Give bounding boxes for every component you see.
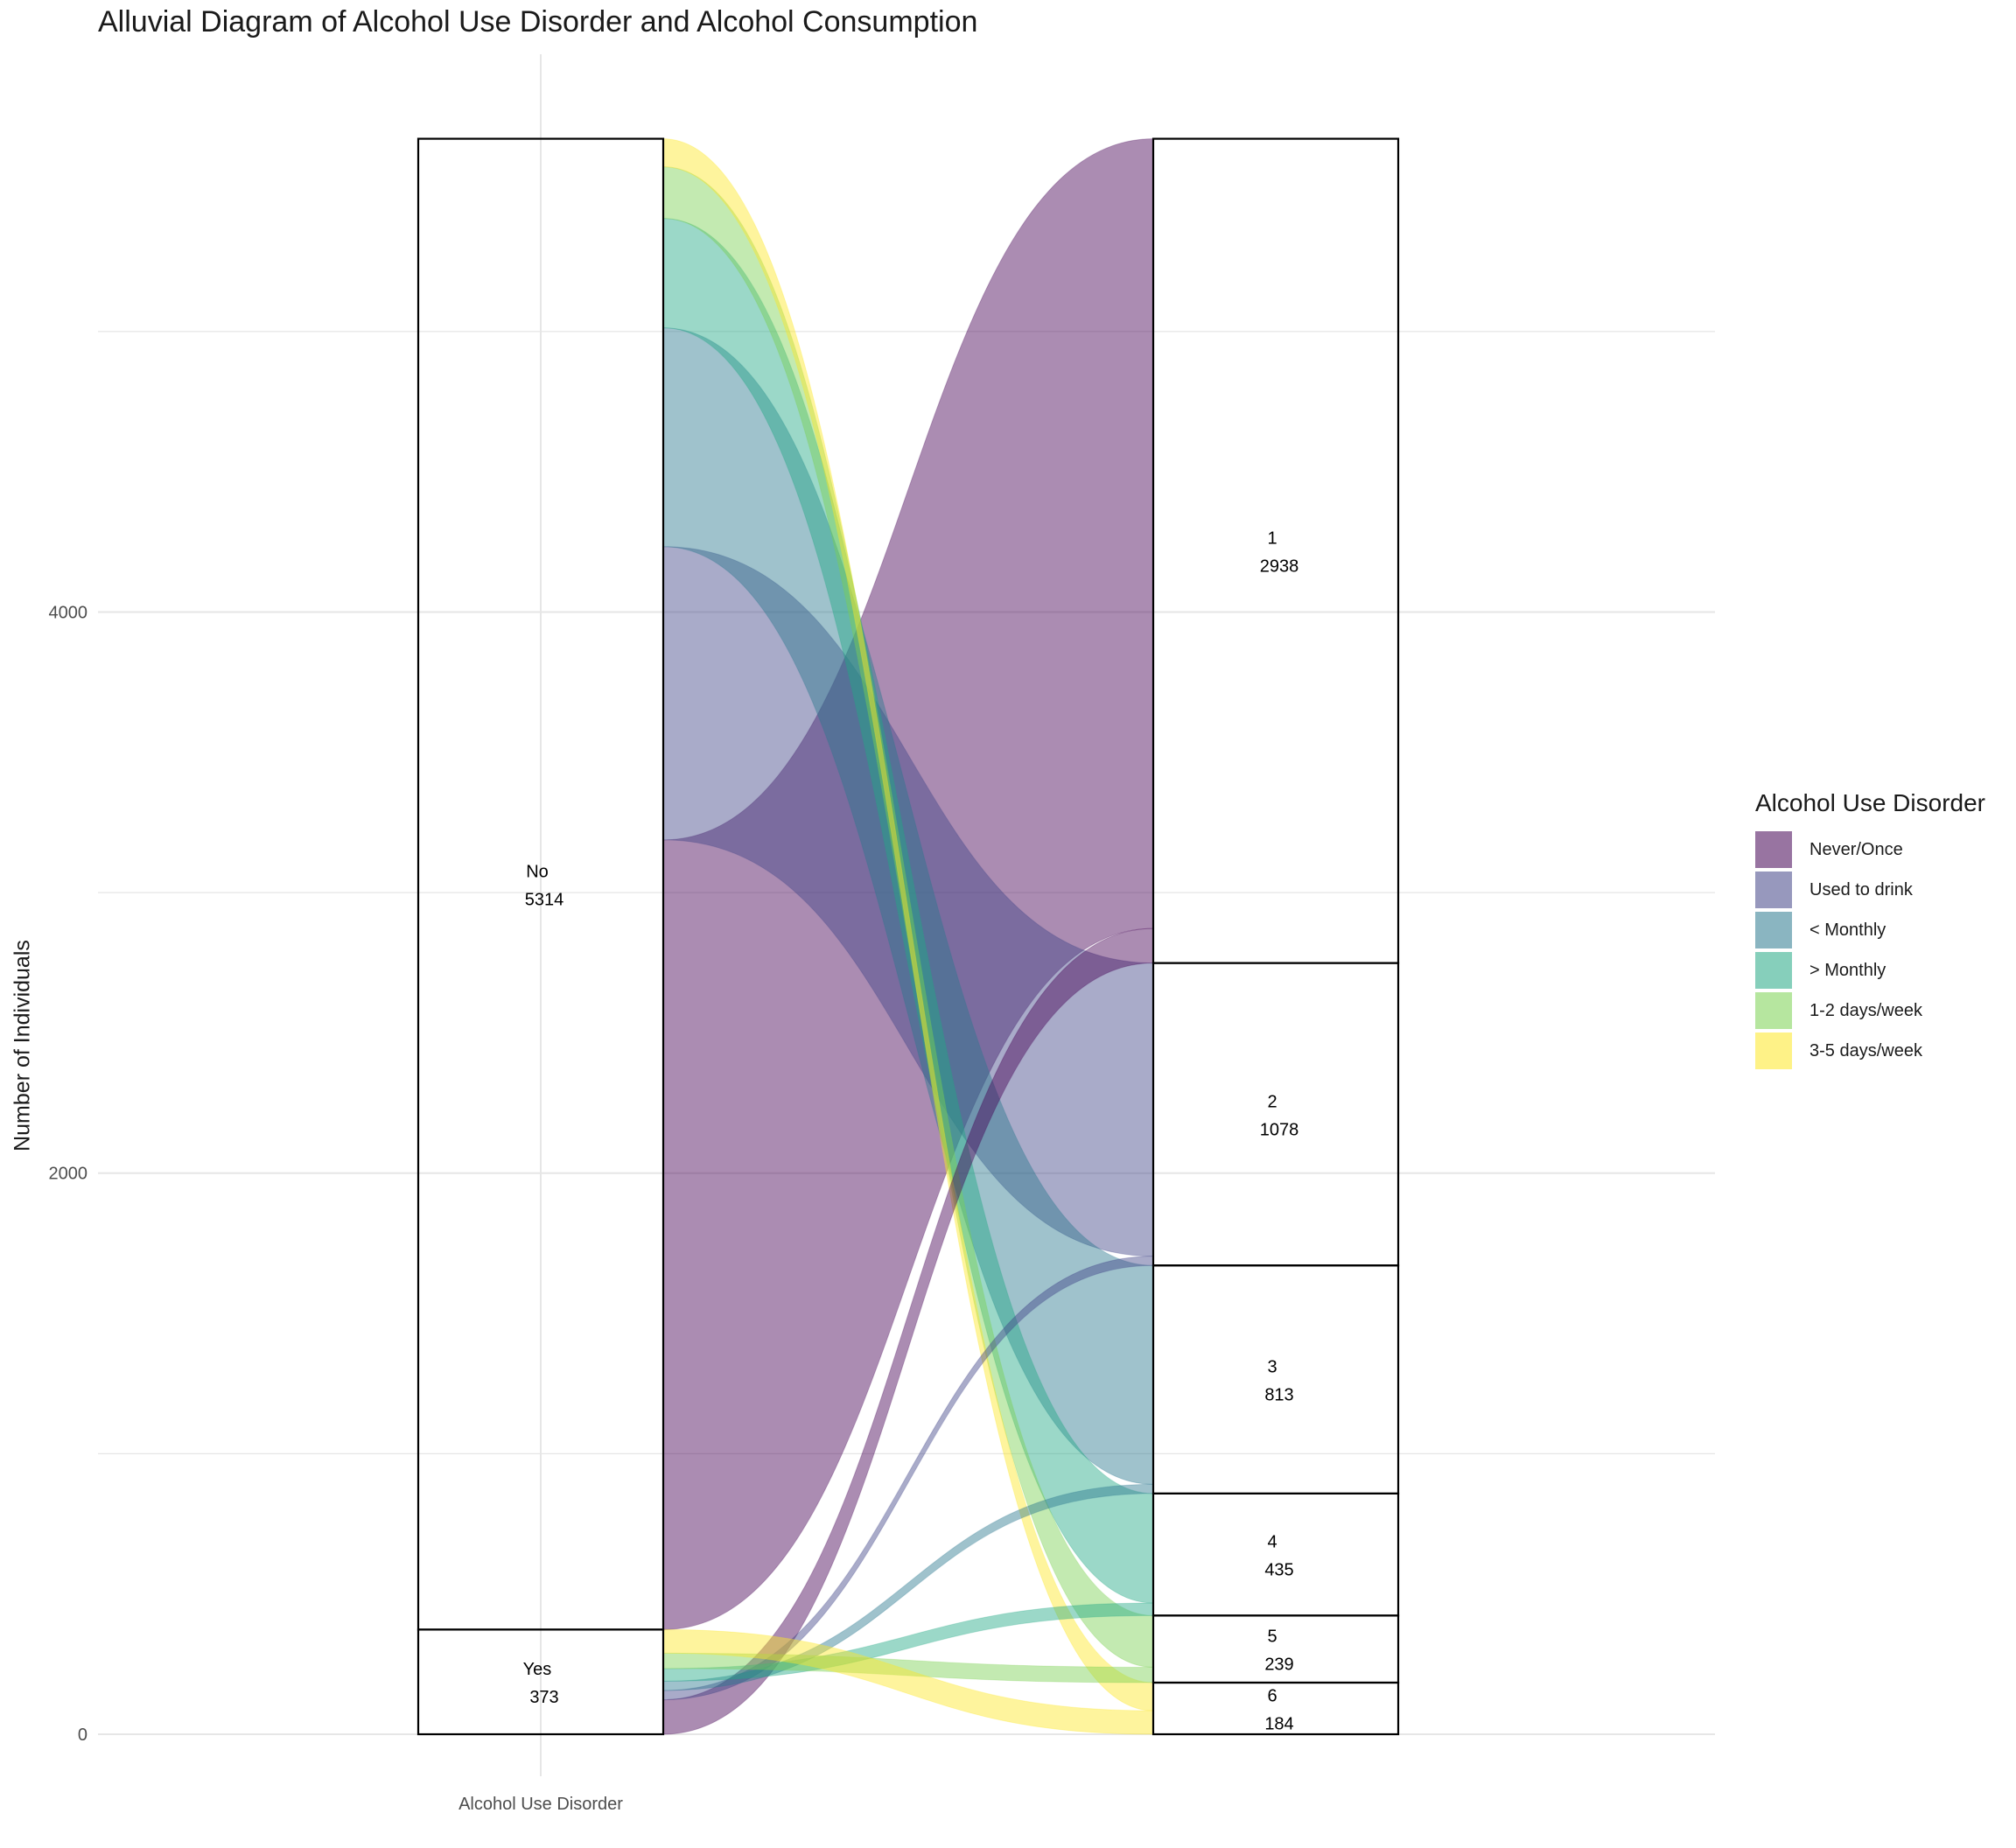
right-stratum-count: 813 <box>1264 1386 1293 1405</box>
legend-item: 3-5 days/week <box>1755 1031 1985 1071</box>
legend-item: > Monthly <box>1755 950 1985 990</box>
right-stratum-2 <box>1152 962 1400 1267</box>
grid-lines <box>98 54 1715 1776</box>
y-tick-label: 0 <box>78 1726 88 1745</box>
right-stratum-count: 239 <box>1264 1656 1293 1675</box>
flows-layer <box>662 138 1154 1735</box>
right-stratum-label: 4 <box>1267 1533 1277 1552</box>
right-stratum-count: 184 <box>1264 1715 1293 1734</box>
left-stratum-no <box>416 137 665 1631</box>
right-stratum-label: 5 <box>1267 1628 1277 1647</box>
legend-label: < Monthly <box>1810 920 1886 940</box>
right-stratum-count: 2938 <box>1260 557 1299 577</box>
right-stratum-4 <box>1152 1492 1400 1617</box>
legend-swatch <box>1755 1032 1792 1069</box>
legend-title: Alcohol Use Disorder <box>1755 789 1985 816</box>
legend-swatch <box>1755 992 1792 1029</box>
x-axis-label: Alcohol Use Disorder <box>458 1795 623 1814</box>
right-stratum-label: 3 <box>1267 1358 1277 1377</box>
right-stratum-count: 435 <box>1264 1561 1293 1580</box>
right-stratum-label: 2 <box>1267 1092 1277 1111</box>
y-tick-label: 2000 <box>49 1165 88 1184</box>
legend-swatch <box>1755 952 1792 989</box>
strata-layer: Yes 373 No 5314 6 184 5 239 4 435 3 813 2 1078 1 2938 <box>416 137 1400 1736</box>
legend-swatch <box>1755 912 1792 948</box>
right-stratum-label: 1 <box>1267 529 1277 549</box>
right-stratum-count: 1078 <box>1260 1120 1299 1139</box>
legend-label: 1-2 days/week <box>1810 1000 1922 1020</box>
legend-label: Never/Once <box>1810 839 1903 859</box>
legend-label: 3-5 days/week <box>1810 1040 1922 1060</box>
right-stratum-3 <box>1152 1264 1400 1494</box>
axis-labels: 0 2000 4000 Alcohol Use Disorder <box>49 603 624 1814</box>
y-tick-label: 4000 <box>49 603 88 622</box>
chart-title: Alluvial Diagram of Alcohol Use Disorder… <box>98 5 978 38</box>
legend-item: Used to drink <box>1755 870 1985 910</box>
legend-swatch <box>1755 872 1792 908</box>
right-stratum-1 <box>1152 137 1400 964</box>
legend-swatch <box>1755 831 1792 868</box>
legend-item: Never/Once <box>1755 830 1985 870</box>
legend-item: < Monthly <box>1755 910 1985 950</box>
left-stratum-count: 5314 <box>525 890 564 909</box>
left-stratum-label: Yes <box>523 1660 552 1679</box>
left-stratum-count: 373 <box>529 1688 558 1707</box>
legend: Alcohol Use Disorder Never/Once Used to d… <box>1755 789 1985 1071</box>
legend-label: Used to drink <box>1810 879 1913 900</box>
legend-label: > Monthly <box>1810 960 1886 980</box>
legend-items: Never/Once Used to drink < Monthly > Monthl… <box>1755 830 1985 1071</box>
left-stratum-label: No <box>526 862 549 881</box>
legend-item: 1-2 days/week <box>1755 990 1985 1031</box>
right-stratum-label: 6 <box>1267 1687 1277 1706</box>
